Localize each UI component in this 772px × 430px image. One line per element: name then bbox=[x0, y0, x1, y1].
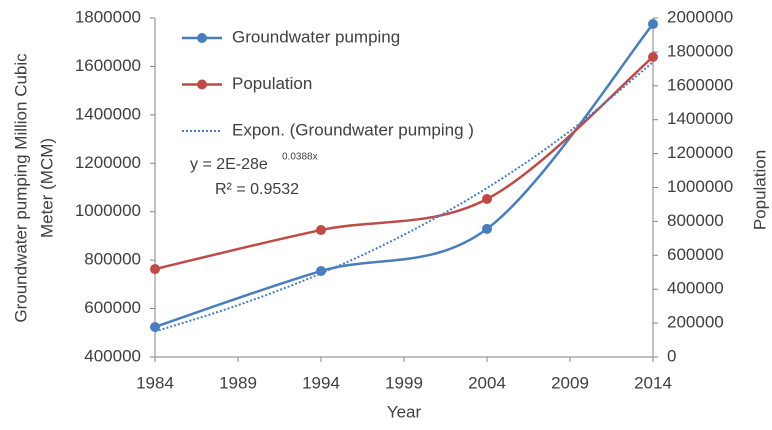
y-tick-label: 1200000 bbox=[75, 153, 141, 172]
y2-tick-label: 400000 bbox=[667, 279, 724, 298]
legend-label: Groundwater pumping bbox=[232, 27, 400, 46]
annotation: y = 2E-28e bbox=[190, 156, 268, 173]
y-tick-label: 1800000 bbox=[75, 7, 141, 26]
y-tick-label: 1000000 bbox=[75, 201, 141, 220]
x-tick-label: 2014 bbox=[634, 373, 672, 392]
point bbox=[482, 223, 492, 234]
point bbox=[316, 225, 326, 236]
legend-marker bbox=[197, 79, 207, 90]
x-tick-label: 1984 bbox=[136, 373, 174, 392]
y2-tick-label: 200000 bbox=[667, 313, 724, 332]
y2-tick-label: 1600000 bbox=[667, 75, 733, 94]
y2-tick-label: 600000 bbox=[667, 245, 724, 264]
series-line bbox=[154, 23, 654, 329]
y2-tick-label: 0 bbox=[667, 346, 676, 365]
y2-tick-label: 1200000 bbox=[667, 143, 733, 162]
point bbox=[150, 321, 160, 332]
annotation: 0.0388x bbox=[282, 152, 318, 163]
x-tick-label: 2009 bbox=[551, 373, 589, 392]
point bbox=[482, 194, 492, 205]
y2-axis-title: Population bbox=[750, 150, 769, 230]
x-axis-title: Year bbox=[387, 402, 422, 421]
y2-tick-label: 1000000 bbox=[667, 177, 733, 196]
y2-tick-label: 1800000 bbox=[667, 41, 733, 60]
y2-tick-label: 800000 bbox=[667, 211, 724, 230]
x-tick-label: 1989 bbox=[219, 373, 257, 392]
point bbox=[648, 19, 658, 30]
y-axis-title: Groundwater pumping Million Cubic bbox=[11, 53, 30, 323]
y2-tick-label: 1400000 bbox=[667, 109, 733, 128]
point bbox=[648, 51, 658, 62]
y-axis-title: Meter (MCM) bbox=[37, 138, 56, 238]
legend-label: Population bbox=[232, 74, 312, 93]
annotation: R² = 0.9532 bbox=[215, 181, 299, 198]
legend-label: Expon. (Groundwater pumping ) bbox=[232, 120, 474, 139]
y-tick-label: 600000 bbox=[84, 298, 141, 317]
y-tick-label: 1600000 bbox=[75, 56, 141, 75]
y-tick-label: 400000 bbox=[84, 346, 141, 365]
y-tick-label: 1400000 bbox=[75, 104, 141, 123]
y-tick-label: 800000 bbox=[84, 250, 141, 269]
legend-marker bbox=[197, 33, 207, 43]
series-line bbox=[154, 56, 654, 271]
point bbox=[150, 264, 160, 275]
x-tick-label: 1994 bbox=[302, 373, 340, 392]
x-tick-label: 1999 bbox=[385, 373, 423, 392]
x-tick-label: 2004 bbox=[468, 373, 506, 392]
y2-tick-label: 2000000 bbox=[667, 7, 733, 26]
